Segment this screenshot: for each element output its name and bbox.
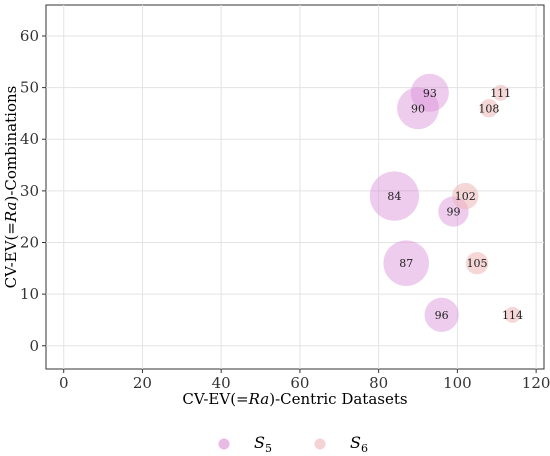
bubble-s6 [492,84,509,101]
bubble-label: 105 [467,257,488,270]
bubble-s5 [424,297,459,332]
x-axis-ticks: 0 20 40 60 80 100 120 [59,369,550,392]
bubble-label: 93 [423,87,437,100]
x-tick-label: 20 [133,374,152,392]
y-tick-label: 40 [20,130,39,148]
legend-marker-s5 [218,438,230,450]
y-tick-label: 30 [20,182,39,200]
x-tick-label: 120 [522,374,550,392]
y-tick-label: 60 [20,27,39,45]
y-tick-label: 0 [29,337,39,355]
y-tick-label: 50 [20,79,39,97]
bubble-label: 99 [446,206,460,219]
legend-label-s5: S5 [254,433,272,455]
x-tick-label: 40 [212,374,231,392]
bubble-s5 [383,240,430,286]
x-tick-label: 100 [443,374,472,392]
bubble-s5 [369,171,420,221]
bubble-s6 [504,306,521,323]
bubble-label: 108 [478,102,499,115]
y-tick-label: 10 [20,285,39,303]
bubble-label: 102 [455,190,476,203]
y-axis-ticks: 0 10 20 30 40 50 60 [20,27,46,355]
y-axis-title: CV-EV(=Ra)-Combinations [2,86,20,289]
bubble-label: 90 [411,102,425,115]
bubble-label: 87 [399,257,413,270]
bubble-label: 84 [387,190,401,203]
legend-label-s6: S6 [350,433,368,455]
x-axis-title: CV-EV(=Ra)-Centric Datasets [182,390,407,408]
bubble-labels: 93 90 84 99 87 96 111 108 102 105 114 [387,87,523,322]
bubble-s5 [397,87,439,130]
grid [46,5,544,369]
bubble-s6 [465,251,489,275]
bubble-label: 96 [435,309,449,322]
bubble-label: 111 [490,87,511,100]
bubble-s5 [410,73,449,112]
bubble-s6 [479,99,499,118]
x-tick-label: 0 [59,374,69,392]
bubble-s6 [452,182,479,210]
x-tick-label: 60 [290,374,309,392]
legend-marker-s6 [314,438,326,450]
y-tick-label: 20 [20,234,39,252]
legend: S5 S6 [218,433,368,455]
x-tick-label: 80 [369,374,388,392]
bubbles [369,73,521,332]
bubble-label: 114 [502,309,523,322]
